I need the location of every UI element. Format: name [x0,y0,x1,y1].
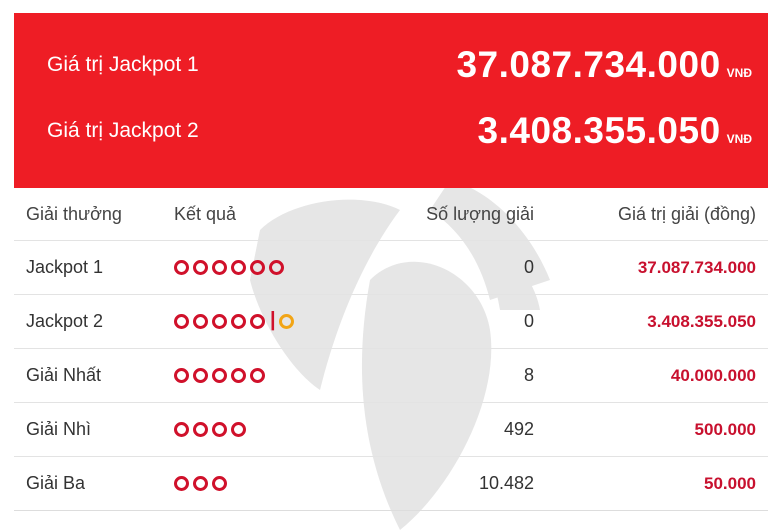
ball-icon [231,260,246,275]
result-balls [174,260,360,275]
prize-value: 500.000 [694,419,756,439]
jackpot-2-unit: VNĐ [726,132,752,146]
prize-name: Jackpot 2 [26,311,104,331]
bonus-ball-icon [278,314,294,329]
ball-icon [212,368,227,383]
result-balls [174,368,360,383]
prize-count: 0 [523,311,534,331]
ball-icon [174,314,189,329]
ball-icon [212,314,227,329]
ball-icon [193,476,208,491]
table-header-row: Giải thưởng Kết quả Số lượng giải Giá tr… [14,188,768,241]
ball-icon [250,260,265,275]
ball-icon [174,422,189,437]
prize-name: Giải Nhất [26,365,102,385]
ball-icon [212,476,227,491]
ball-icon [231,422,246,437]
ball-icon [212,260,227,275]
header-prize: Giải thưởng [26,203,122,224]
prize-count: 10.482 [478,473,534,493]
jackpot-2-amount: 3.408.355.050 [477,110,721,151]
jackpot-1-unit: VNĐ [726,66,752,80]
prize-table: Giải thưởng Kết quả Số lượng giải Giá tr… [14,188,768,511]
ball-icon [174,260,189,275]
separator-bar-icon: | [270,309,276,331]
result-balls [174,422,360,437]
ball-icon [250,368,265,383]
table-row: Giải Nhất 8 40.000.000 [14,349,768,403]
ball-icon [174,476,189,491]
jackpot-2-label: Giá trị Jackpot 2 [47,119,199,142]
ball-icon [231,368,246,383]
table-row: Jackpot 1 0 37.087.734.000 [14,241,768,295]
header-value: Giá trị giải (đồng) [617,203,756,224]
jackpot-1-amount: 37.087.734.000 [456,44,721,85]
prize-count: 0 [523,257,534,277]
jackpot-1-value: 37.087.734.000 VNĐ [456,44,752,86]
jackpot-2-row: Giá trị Jackpot 2 3.408.355.050 VNĐ [14,101,768,161]
ball-icon [212,422,227,437]
ball-icon [193,260,208,275]
prize-value: 50.000 [704,473,756,493]
ball-icon [193,422,208,437]
ball-icon [174,368,189,383]
table-row: Jackpot 2 | 0 3.408.355.050 [14,295,768,349]
table-row: Giải Ba 10.482 50.000 [14,457,768,511]
prize-value: 3.408.355.050 [647,311,756,331]
result-balls: | [174,309,360,334]
jackpot-2-value: 3.408.355.050 VNĐ [478,110,752,152]
prize-name: Giải Nhì [26,419,92,439]
prize-count: 8 [523,365,534,385]
result-balls [174,476,360,491]
ball-icon [250,314,265,329]
ball-icon [231,314,246,329]
prize-count: 492 [503,419,534,439]
ball-icon [269,260,284,275]
prize-value: 40.000.000 [670,365,756,385]
header-result: Kết quả [174,203,237,224]
ball-icon [193,314,208,329]
prize-name: Giải Ba [26,473,86,493]
jackpot-1-row: Giá trị Jackpot 1 37.087.734.000 VNĐ [14,35,768,95]
ball-icon [193,368,208,383]
header-count: Số lượng giải [426,203,534,224]
jackpot-1-label: Giá trị Jackpot 1 [47,53,199,76]
jackpot-banner: Giá trị Jackpot 1 37.087.734.000 VNĐ Giá… [14,13,768,188]
table-row: Giải Nhì 492 500.000 [14,403,768,457]
prize-name: Jackpot 1 [26,257,104,277]
prize-value: 37.087.734.000 [637,257,756,277]
